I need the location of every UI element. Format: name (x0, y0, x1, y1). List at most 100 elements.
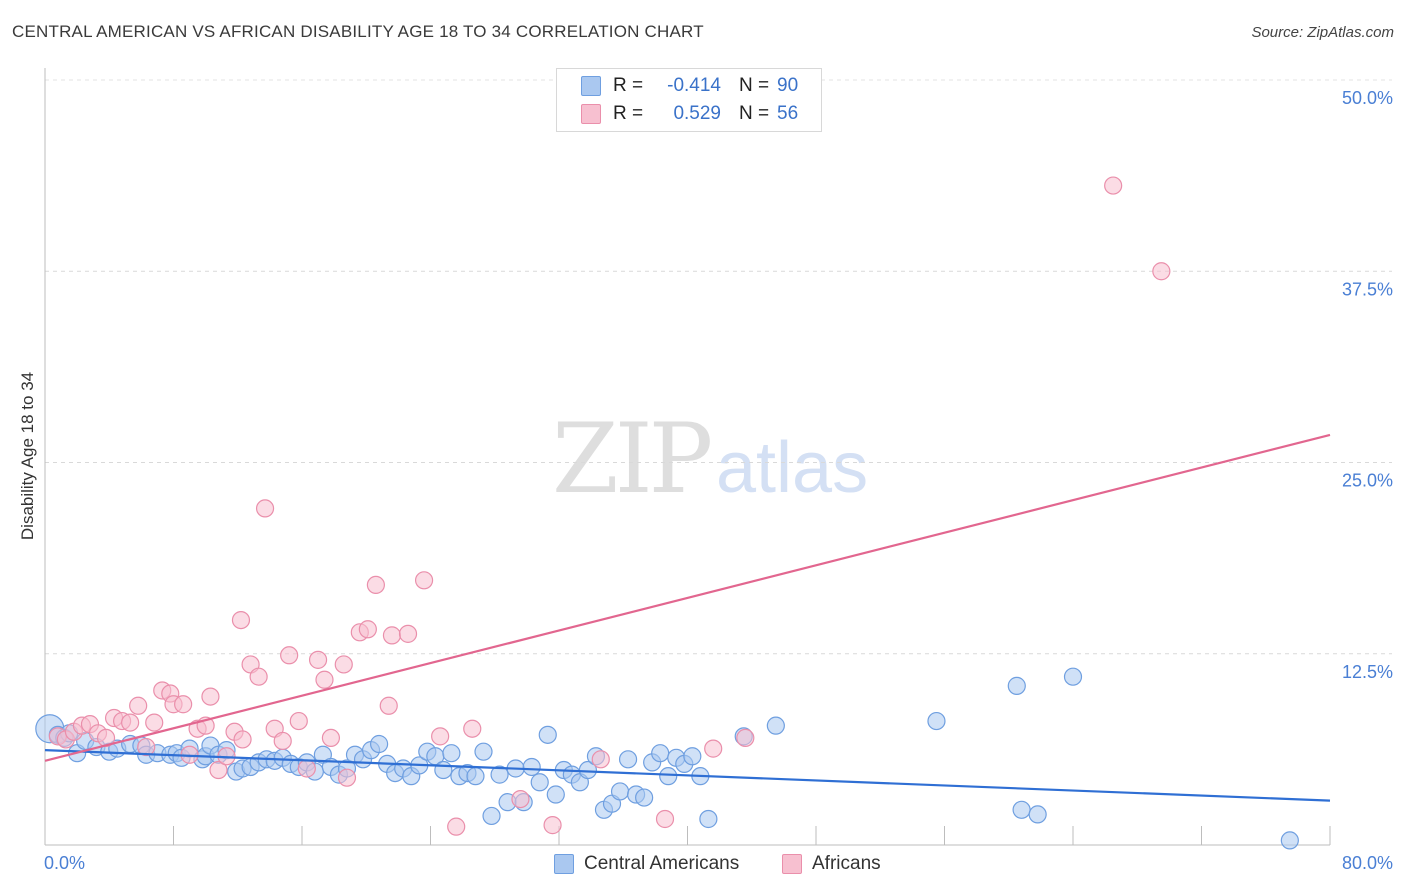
chart-title: CENTRAL AMERICAN VS AFRICAN DISABILITY A… (12, 22, 704, 41)
point-africans-44 (398, 624, 418, 643)
y-tick-label-3: 50.0% (1342, 88, 1393, 108)
point-central-americans-79 (683, 747, 702, 766)
point-central-americans-59 (522, 757, 541, 777)
point-africans-45 (414, 571, 434, 590)
point-africans-32 (289, 711, 308, 731)
point-africans-31 (280, 646, 299, 665)
point-central-americans-75 (651, 744, 670, 763)
point-central-americans-48 (434, 760, 453, 780)
point-africans-42 (379, 696, 398, 715)
point-africans-54 (736, 728, 755, 748)
y-tick-label-0: 12.5% (1342, 662, 1393, 682)
r-value-africans: 0.529 (673, 103, 721, 124)
y-tick-label-1: 25.0% (1342, 471, 1393, 491)
point-africans-24 (231, 610, 251, 630)
point-central-americans-71 (618, 750, 638, 769)
point-central-americans-66 (578, 760, 598, 780)
n-value-africans: 56 (777, 103, 799, 124)
point-central-americans-70 (610, 782, 630, 801)
point-africans-40 (358, 620, 377, 639)
point-central-americans-49 (442, 744, 461, 763)
point-africans-25 (233, 730, 252, 749)
point-central-americans-54 (482, 806, 501, 826)
series-legend-central-americans: Central Americans (554, 852, 739, 876)
r-value-central-americans: -0.414 (667, 75, 721, 96)
legend-swatch-blue (581, 76, 601, 96)
point-central-americans-62 (546, 785, 565, 804)
point-central-americans-87 (1028, 805, 1047, 824)
point-central-americans-76 (659, 767, 678, 786)
y-tick-label-2: 37.5% (1342, 279, 1393, 299)
series-name-africans: Africans (812, 853, 881, 874)
r-label: R = (613, 75, 644, 96)
watermark: ZIP atlas (552, 403, 868, 515)
point-central-americans-61 (538, 725, 557, 744)
watermark-atlas: atlas (716, 428, 868, 508)
point-africans-52 (655, 809, 675, 829)
point-africans-20 (201, 687, 220, 706)
point-africans-53 (704, 739, 723, 758)
point-africans-41 (366, 575, 385, 595)
n-value-central-americans: 90 (777, 75, 799, 96)
point-central-americans-81 (699, 809, 718, 829)
point-africans-30 (273, 731, 292, 751)
point-central-americans-89 (1280, 831, 1299, 850)
point-central-americans-55 (490, 765, 509, 784)
point-africans-21 (209, 760, 228, 780)
point-central-americans-53 (474, 742, 493, 761)
trend-line-africans (44, 433, 1331, 762)
point-africans-36 (321, 728, 341, 748)
n-label: N = (739, 75, 770, 96)
point-central-americans-84 (927, 711, 946, 731)
point-central-americans-52 (466, 767, 485, 786)
point-central-americans-73 (635, 788, 654, 807)
point-central-americans-83 (766, 716, 785, 735)
point-africans-46 (431, 727, 450, 746)
series-swatch-blue (554, 854, 574, 874)
grid-lines (45, 79, 1392, 655)
point-africans-34 (308, 650, 328, 669)
point-africans-10 (129, 696, 148, 715)
trend-lines (44, 433, 1331, 802)
point-central-americans-85 (1007, 676, 1026, 695)
point-africans-51 (591, 750, 610, 769)
point-africans-37 (334, 655, 353, 674)
point-africans-49 (511, 789, 530, 809)
n-label: N = (739, 103, 770, 124)
series-legend-africans: Africans (782, 852, 881, 876)
point-central-americans-60 (530, 773, 549, 792)
point-africans-9 (121, 713, 140, 732)
point-africans-56 (1152, 262, 1171, 281)
point-africans-50 (543, 816, 562, 835)
source-label: Source: ZipAtlas.com (1251, 24, 1394, 41)
stats-legend: R = -0.414 N = 90 R = 0.529 N = 56 (556, 68, 822, 132)
point-africans-11 (137, 737, 156, 757)
point-africans-28 (255, 499, 275, 518)
data-points (35, 176, 1299, 850)
trend-line-central-americans (44, 749, 1331, 802)
point-africans-48 (463, 719, 482, 738)
series-swatch-pink (782, 854, 802, 874)
tick-labels: 12.5% 25.0% 37.5% 50.0% 0.0% 80.0% (44, 88, 1393, 873)
watermark-zip: ZIP (552, 403, 711, 515)
point-central-americans-86 (1012, 800, 1031, 819)
point-africans-47 (447, 817, 466, 836)
point-africans-38 (337, 768, 357, 787)
point-africans-12 (145, 713, 164, 732)
legend-row-africans: R = 0.529 N = 56 (581, 101, 798, 127)
x-tick-label-min: 0.0% (44, 853, 85, 873)
series-name-central-americans: Central Americans (584, 853, 740, 874)
point-central-americans-88 (1063, 667, 1083, 686)
point-africans-35 (315, 670, 334, 689)
r-label: R = (613, 103, 644, 124)
point-africans-55 (1104, 176, 1123, 195)
point-africans-16 (174, 695, 193, 714)
legend-row-central-americans: R = -0.414 N = 90 (581, 73, 798, 99)
point-africans-27 (249, 667, 268, 686)
legend-swatch-pink (581, 104, 601, 124)
point-africans-33 (297, 759, 316, 778)
point-africans-43 (382, 626, 402, 645)
x-tick-label-max: 80.0% (1342, 853, 1393, 873)
point-central-americans-40 (370, 734, 389, 754)
